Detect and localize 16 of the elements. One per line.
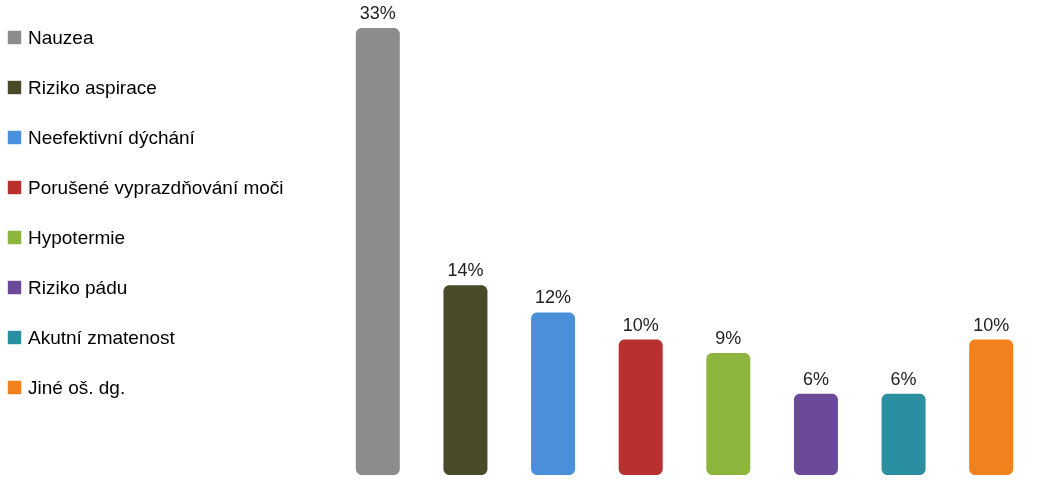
data-label: 6% — [890, 368, 917, 389]
legend-label: Riziko pádu — [28, 276, 128, 298]
legend-label: Akutní zmatenost — [28, 326, 176, 348]
data-label: 14% — [447, 260, 484, 281]
legend-label: Porušené vyprazdňování moči — [28, 176, 284, 198]
legend-label: Hypotermie — [28, 226, 126, 248]
data-label: 10% — [622, 314, 659, 335]
data-label: 33% — [359, 3, 396, 23]
data-label: 6% — [802, 368, 829, 389]
data-label: 10% — [973, 314, 1010, 335]
legend-label: Neefektivní dýchání — [28, 126, 196, 148]
data-label: 12% — [535, 287, 572, 308]
legend-label: Nauzea — [28, 26, 94, 48]
legend-label: Riziko aspirace — [28, 76, 157, 98]
legend-label: Jiné oš. dg. — [28, 376, 126, 398]
data-label: 9% — [715, 328, 742, 349]
